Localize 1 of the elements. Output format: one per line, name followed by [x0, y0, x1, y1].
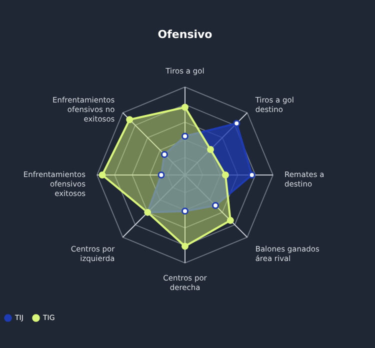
chart-title: Ofensivo — [158, 28, 213, 41]
